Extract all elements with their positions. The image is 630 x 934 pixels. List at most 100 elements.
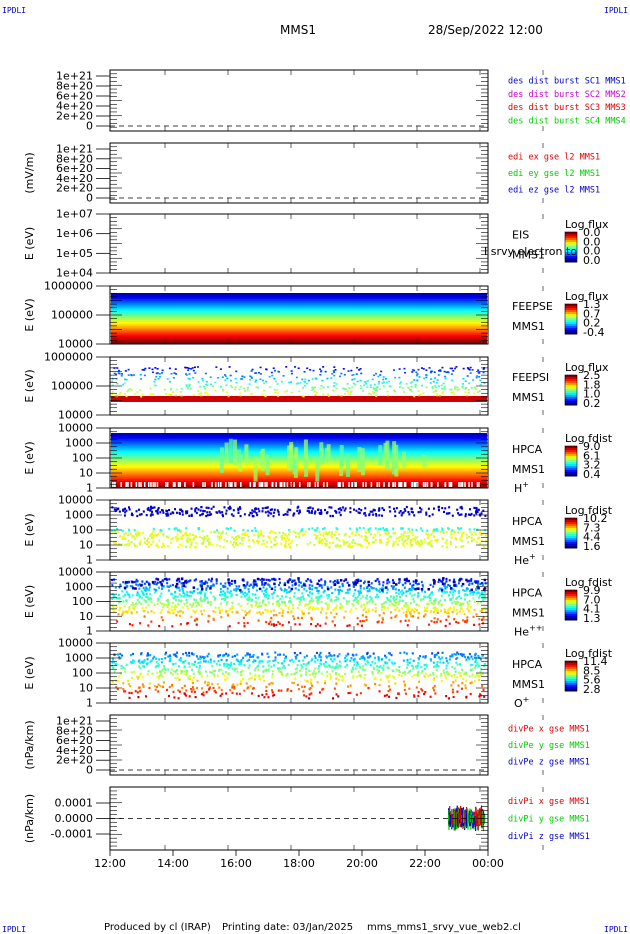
spectrogram-pixel xyxy=(436,393,439,396)
spectrogram-pixel xyxy=(130,389,133,391)
spectrogram-pixel xyxy=(248,653,251,656)
spectrogram-pixel xyxy=(263,595,266,598)
spectrogram-pixel xyxy=(287,611,290,614)
spectrogram-pixel xyxy=(339,544,342,547)
spectrogram-pixel xyxy=(443,370,446,373)
spectrogram-pixel xyxy=(208,541,211,544)
spectrogram-pixel xyxy=(309,605,312,609)
spectrogram-pixel xyxy=(433,385,436,387)
spectrogram-gap xyxy=(422,482,425,487)
spectrogram-pixel xyxy=(361,614,364,617)
spectrogram-pixel xyxy=(455,597,458,601)
spectrogram-pixel xyxy=(403,367,406,370)
spectrogram-pixel xyxy=(237,509,240,512)
spectrogram-pixel xyxy=(437,509,440,512)
spectrogram-pixel xyxy=(404,673,407,676)
y-tick-label: 4e+20 xyxy=(56,172,93,185)
spectrogram-pixel xyxy=(327,395,330,397)
spectrogram-pixel xyxy=(171,537,174,540)
spectrogram-gap xyxy=(230,482,232,487)
spectrogram-pixel xyxy=(212,617,215,620)
spectrogram-pixel xyxy=(265,506,268,509)
spectrogram-pixel xyxy=(387,680,390,683)
spectrogram-band xyxy=(111,454,487,457)
spectrogram-pixel xyxy=(111,661,114,664)
spectrogram-pixel xyxy=(287,663,290,667)
spectrogram-pixel xyxy=(113,670,116,673)
spectrogram-pixel xyxy=(369,393,372,396)
spectrogram-pixel xyxy=(343,509,346,512)
spectrogram-pixel xyxy=(192,537,195,540)
spectrogram-pixel xyxy=(273,624,276,627)
spectrogram-pixel xyxy=(478,536,481,539)
spectrogram-pixel xyxy=(335,612,338,615)
spectrogram-pixel xyxy=(202,385,205,388)
spectrogram-pixel xyxy=(253,669,256,672)
spectrogram-pixel xyxy=(334,544,337,547)
spectrogram-pixel xyxy=(242,387,245,390)
spectrogram-pixel xyxy=(126,611,129,614)
spectrogram-pixel xyxy=(306,594,309,597)
spectrogram-pixel xyxy=(290,689,293,693)
colorbar-segment xyxy=(565,242,577,245)
spectrogram-pixel xyxy=(247,598,250,602)
spectrogram-pixel xyxy=(436,661,439,664)
spectrogram-pixel xyxy=(149,387,152,390)
spectrogram-pixel xyxy=(265,590,268,594)
spectrogram-pixel xyxy=(272,591,275,594)
colorbar-value: 0.4 xyxy=(583,468,601,481)
spectrogram-pixel xyxy=(358,526,361,530)
spectrogram-pixel xyxy=(159,530,162,533)
spectrogram-pixel xyxy=(247,535,250,538)
spectrogram-pixel xyxy=(237,587,240,590)
spectrogram-pixel xyxy=(116,620,119,623)
spectrogram-pixel xyxy=(413,587,416,591)
spectrogram-pixel xyxy=(299,599,302,602)
spectrogram-pixel xyxy=(258,602,261,605)
spectrogram-pixel xyxy=(152,371,155,374)
colorbar-segment xyxy=(565,308,577,311)
spectrogram-gap xyxy=(351,482,353,487)
spectrogram-pixel xyxy=(453,532,456,535)
spectrogram-pixel xyxy=(138,583,141,586)
spectrogram-pixel xyxy=(354,667,357,670)
spectrogram-pixel xyxy=(464,687,467,690)
spectrogram-pixel xyxy=(469,592,472,595)
spectrogram-pixel xyxy=(135,611,138,614)
spectrogram-pixel xyxy=(242,584,246,587)
spectrogram-pixel xyxy=(181,686,184,690)
spectrogram-pixel xyxy=(160,674,163,677)
spectrogram-pixel xyxy=(118,596,121,600)
spectrogram-pixel xyxy=(262,670,265,673)
spectrogram-pixel xyxy=(409,658,412,661)
spectrogram-pixel xyxy=(356,675,359,678)
spectrogram-pixel xyxy=(192,533,195,537)
spectrogram-pixel xyxy=(210,507,213,510)
spectrogram-pixel xyxy=(184,693,187,696)
colorbar-value: 7.3 xyxy=(583,521,601,534)
spectrogram-gap xyxy=(283,482,286,487)
spectrogram-pixel xyxy=(434,692,437,695)
spectrogram-pixel xyxy=(303,656,306,659)
spectrogram-pixel xyxy=(143,660,146,663)
spectrogram-pixel xyxy=(436,538,439,541)
spectrogram-pixel xyxy=(262,534,265,538)
spectrogram-pixel xyxy=(405,535,408,538)
spectrogram-pixel xyxy=(394,682,397,685)
spectrogram-pixel xyxy=(138,659,141,662)
spectrogram-pixel xyxy=(235,593,238,597)
spectrogram-pixel xyxy=(238,506,241,509)
spectrogram-pixel xyxy=(185,689,188,692)
spectrogram-pixel xyxy=(207,506,210,510)
spectrogram-pixel xyxy=(170,668,173,671)
spacecraft-label: MMS1 xyxy=(512,249,545,262)
y-axis-label: (mV/m) xyxy=(23,152,36,193)
colorbar-segment xyxy=(565,590,577,593)
spectrogram-pixel xyxy=(410,540,413,543)
instrument-label: EIS xyxy=(512,229,529,242)
spectrogram-pixel xyxy=(342,678,345,681)
spectrogram-pixel xyxy=(308,591,311,594)
spectrogram-pixel xyxy=(123,514,126,517)
spectrogram-gap xyxy=(392,482,395,487)
